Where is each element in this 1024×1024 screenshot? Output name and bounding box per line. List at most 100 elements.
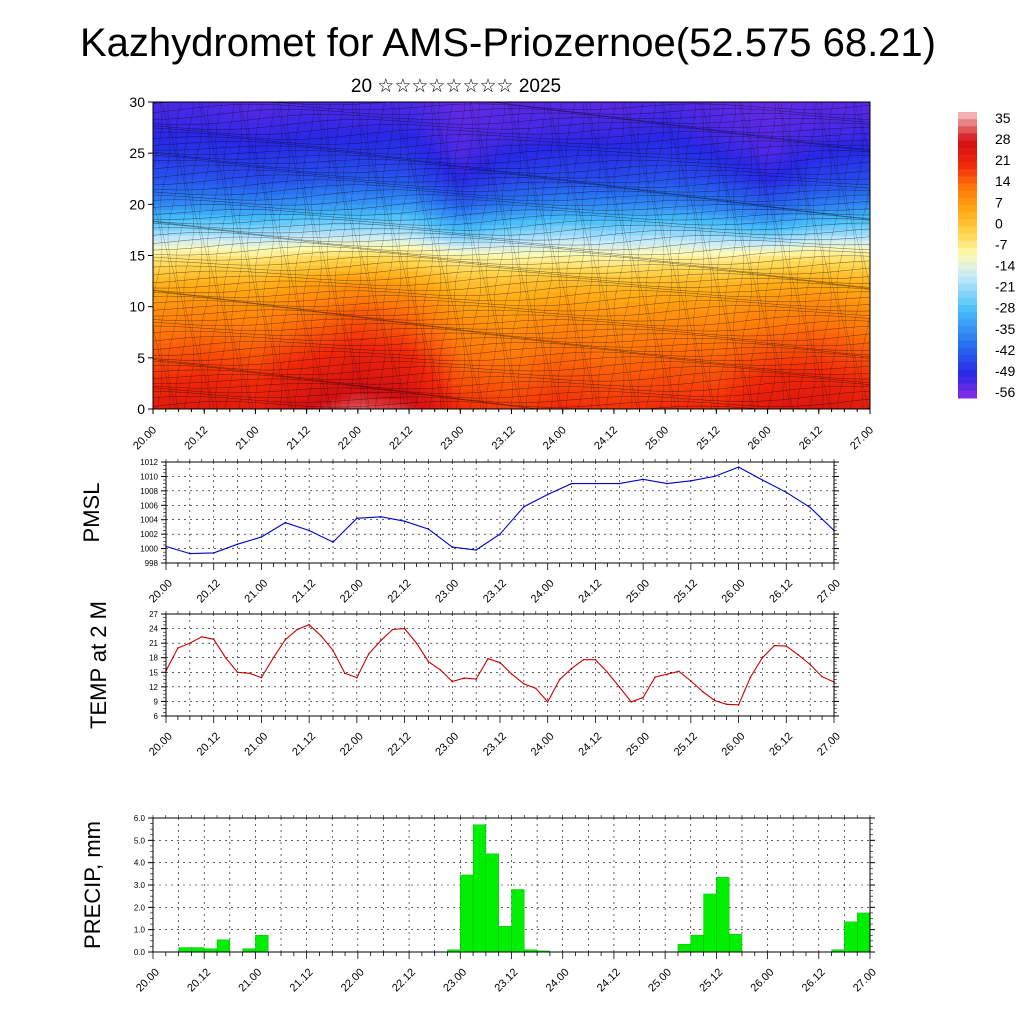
temperature-cell [818, 153, 828, 159]
temperature-cell [477, 291, 487, 298]
temperature-cell [605, 332, 615, 338]
temperature-cell [656, 199, 666, 205]
temperature-cell [724, 255, 735, 262]
temperature-cell [724, 322, 735, 328]
temperature-cell [229, 188, 239, 195]
temperature-cell [511, 306, 521, 313]
temperature-cell [759, 255, 769, 262]
temperature-cell [383, 209, 393, 216]
temperature-cell [844, 373, 854, 379]
temperature-cell [759, 265, 769, 272]
temperature-cell [682, 148, 692, 154]
temperature-cell [289, 393, 299, 400]
temperature-cell [750, 173, 760, 180]
temperature-cell [554, 286, 564, 292]
temperature-cell [810, 122, 820, 129]
temperature-cell [178, 148, 188, 154]
temperature-cell [818, 122, 828, 129]
temperature-cell [801, 204, 811, 211]
temperature-cell [571, 194, 581, 200]
temperature-cell [562, 188, 572, 195]
temperature-cell [357, 398, 367, 405]
temperature-cell [426, 214, 436, 221]
temperature-cell [741, 153, 752, 159]
temperature-cell [187, 209, 197, 216]
temperature-cell [434, 107, 444, 113]
temperature-cell [204, 240, 214, 246]
temperature-cell [485, 122, 496, 129]
temperature-cell [366, 132, 376, 139]
temperature-cell [528, 393, 538, 400]
temperature-cell [571, 240, 581, 246]
temperature-cell [528, 270, 538, 277]
temperature-cell [383, 183, 393, 190]
temperature-cell [187, 265, 197, 272]
temperature-cell [477, 122, 487, 129]
temperature-cell [289, 112, 299, 118]
temperature-cell [767, 352, 777, 359]
temperature-cell [631, 388, 641, 395]
temperature-cell [434, 245, 444, 251]
temperature-cell [511, 229, 521, 236]
temperature-cell [571, 378, 581, 385]
temperature-cell [229, 337, 239, 344]
temperature-cell [699, 178, 709, 185]
temperature-cell [340, 352, 350, 359]
temperature-cell [392, 383, 402, 390]
temperature-cell [246, 204, 257, 211]
temperature-cell [750, 117, 760, 124]
temperature-cell [451, 112, 461, 118]
temperature-cell [852, 188, 863, 195]
temperature-cell [460, 393, 470, 400]
temperature-cell [528, 357, 538, 364]
temperature-cell [392, 260, 402, 267]
temperature-cell [528, 322, 538, 328]
temperature-cell [409, 306, 419, 313]
temperature-cell [366, 270, 376, 277]
temperature-cell [178, 368, 188, 374]
temperature-cell [511, 352, 521, 359]
temperature-cell [366, 199, 376, 205]
temperature-cell [392, 188, 402, 195]
temperature-cell [707, 378, 717, 385]
temperature-cell [400, 219, 410, 226]
temperature-cell [818, 117, 828, 124]
temperature-cell [289, 378, 299, 385]
temperature-cell [844, 245, 854, 251]
temperature-cell [161, 362, 171, 369]
temperature-cell [323, 311, 333, 318]
temperature-cell [750, 362, 760, 369]
temperature-cell [520, 301, 530, 308]
temperature-cell [835, 107, 845, 113]
temperature-cell [357, 219, 367, 226]
temperature-cell [357, 127, 367, 134]
temperature-cell [596, 327, 606, 333]
temperature-cell [221, 173, 231, 180]
temperature-cell [588, 245, 598, 251]
temperature-cell [648, 209, 658, 216]
temperature-cell [852, 403, 863, 409]
temperature-cell [554, 393, 564, 400]
temperature-cell [340, 158, 350, 164]
temperature-cell [648, 214, 658, 221]
temperature-cell [502, 194, 513, 200]
temperature-cell [332, 383, 342, 390]
temperature-cell [392, 224, 402, 231]
temperature-cell [767, 373, 777, 379]
temperature-cell [281, 240, 291, 246]
temperature-cell [784, 347, 794, 354]
temperature-cell [759, 194, 769, 200]
temperature-cell [451, 286, 461, 292]
temperature-cell [451, 260, 461, 267]
temperature-cell [665, 250, 675, 257]
temperature-cell [161, 291, 171, 298]
temperature-cell [690, 235, 700, 241]
temperature-cell [759, 306, 769, 313]
temperature-cell [357, 275, 367, 282]
temperature-cell [443, 281, 453, 287]
temperature-cell [622, 306, 632, 313]
temperature-cell [673, 368, 683, 374]
temperature-cell [537, 214, 547, 221]
temperature-cell [699, 132, 709, 139]
temperature-cell [494, 178, 504, 185]
